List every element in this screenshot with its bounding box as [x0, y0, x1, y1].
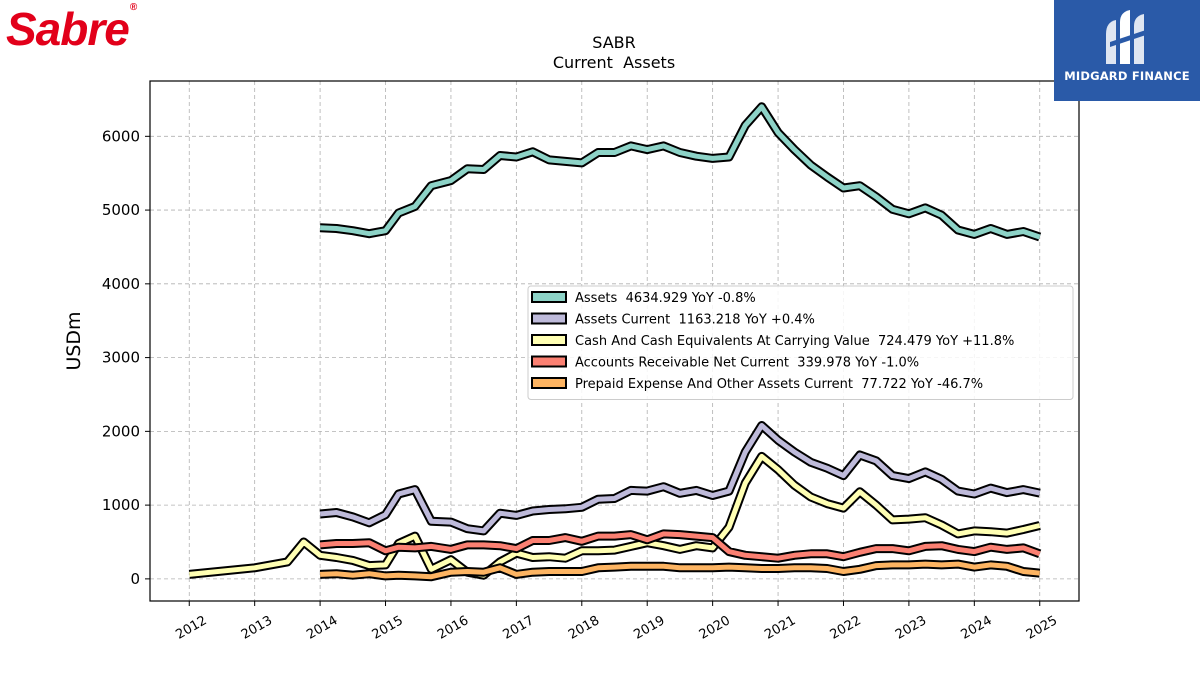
series-assets_current — [319, 421, 1041, 536]
series-prepaid — [319, 559, 1041, 582]
midgard-emblem-icon — [1106, 10, 1146, 64]
series-prepaid-line — [319, 561, 1040, 580]
x-tick-label: 2019 — [631, 613, 667, 643]
legend-swatch-assets_current — [531, 312, 567, 325]
legend-box — [527, 285, 1074, 400]
legend-swatch-cash — [531, 334, 567, 346]
series-layer — [188, 102, 1042, 582]
midgard-finance-logo: MIDGARD FINANCE — [1054, 0, 1200, 101]
x-tick-label: 2012 — [173, 613, 209, 643]
legend-label-cash: Cash And Cash Equivalents At Carrying Va… — [575, 334, 1014, 349]
midgard-finance-text: MIDGARD FINANCE — [1064, 69, 1190, 83]
x-tick-label: 2021 — [762, 613, 798, 643]
legend-label-assets: Assets 4634.929 YoY -0.8% — [575, 291, 756, 306]
chart-title: SABR — [592, 33, 636, 52]
x-tick-label: 2016 — [435, 613, 471, 643]
y-tick-label: 3000 — [102, 349, 140, 367]
sabre-logo-text: Sabre — [6, 3, 130, 55]
legend-label-assets_current: Assets Current 1163.218 YoY +0.4% — [575, 313, 815, 328]
series-assets_current-line — [319, 423, 1041, 534]
x-tick-label: 2013 — [239, 613, 275, 643]
legend-swatch-prepaid — [531, 377, 567, 389]
series-assets-outline — [319, 102, 1042, 242]
legend-swatch-assets — [531, 291, 567, 303]
y-tick-label: 1000 — [102, 496, 140, 514]
legend-swatch-receivables — [531, 355, 567, 368]
series-assets — [319, 102, 1042, 242]
y-tick-label: 2000 — [102, 422, 140, 440]
y-tick-label: 6000 — [102, 127, 140, 145]
chart-subtitle: Current Assets — [553, 53, 675, 72]
sabre-logo: Sabre® — [6, 2, 137, 55]
series-assets-line — [319, 104, 1041, 240]
plot-frame — [149, 80, 1080, 602]
y-tick-label: 0 — [130, 570, 140, 588]
y-tick-label: 4000 — [102, 275, 140, 293]
x-tick-label: 2017 — [501, 613, 537, 643]
x-axis-ticks: 2012 2013 2014 2015 2016 2017 2018 2019 2020 2021… — [173, 601, 1060, 643]
legend-label-prepaid: Prepaid Expense And Other Assets Current… — [575, 377, 983, 392]
x-tick-label: 2023 — [893, 613, 929, 643]
series-receivables — [319, 529, 1042, 563]
legend-label-receivables: Accounts Receivable Net Current 339.978 … — [575, 356, 919, 371]
x-tick-label: 2022 — [828, 613, 864, 643]
x-tick-label: 2014 — [304, 613, 340, 643]
legend: Assets 4634.929 YoY -0.8% Assets Current … — [527, 285, 1074, 400]
y-axis-ticks: 0 1000 2000 3000 4000 5000 6000 — [102, 127, 150, 588]
y-axis-label: USDm — [63, 311, 85, 370]
y-tick-label: 5000 — [102, 201, 140, 219]
x-tick-label: 2020 — [697, 613, 733, 643]
x-tick-label: 2025 — [1024, 613, 1060, 643]
x-tick-label: 2015 — [370, 613, 406, 643]
x-tick-label: 2024 — [958, 613, 994, 643]
x-tick-label: 2018 — [566, 613, 602, 643]
series-receivables-line — [319, 531, 1041, 561]
